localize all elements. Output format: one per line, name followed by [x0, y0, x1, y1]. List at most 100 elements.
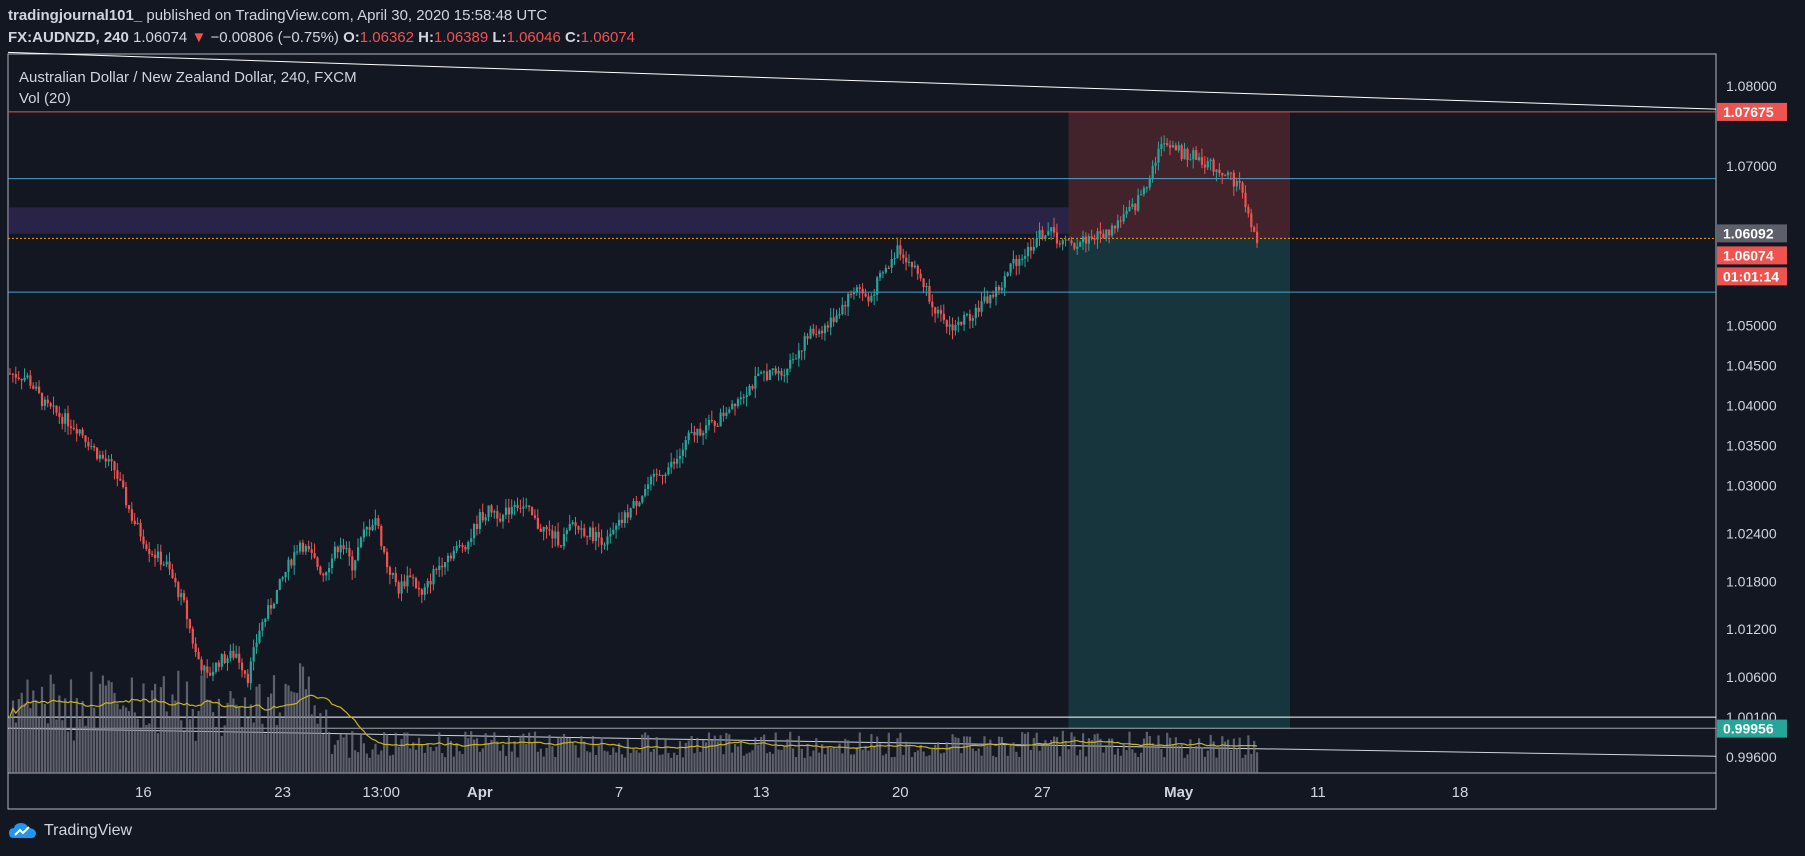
candle-body — [220, 654, 223, 667]
volume-bar — [821, 744, 824, 773]
candle-body — [67, 413, 70, 427]
candle-body — [174, 577, 177, 583]
volume-bar — [38, 717, 41, 773]
volume-bar — [32, 690, 35, 773]
candle-body — [386, 552, 389, 568]
candle-body — [1229, 172, 1233, 174]
volume-bar — [1082, 733, 1085, 773]
candle-body — [354, 560, 357, 571]
volume-bar — [377, 754, 380, 773]
volume-bar — [716, 741, 719, 773]
volume-bar — [1209, 734, 1212, 773]
candle-body — [684, 439, 687, 450]
volume-bar — [539, 748, 542, 773]
candle-body — [1116, 220, 1119, 229]
stop-zone[interactable] — [1068, 111, 1291, 239]
volume-bar — [444, 757, 447, 773]
candle-body — [9, 373, 12, 375]
candle-body — [1079, 242, 1082, 247]
price-tick-label: 1.03000 — [1726, 477, 1777, 493]
candle-body — [1024, 256, 1027, 259]
volume-bar — [806, 744, 809, 773]
candle-body — [832, 317, 835, 322]
candle-body — [1215, 169, 1218, 172]
volume-bar — [687, 740, 690, 773]
resistance-zone[interactable] — [8, 207, 1069, 234]
volume-bar — [1113, 754, 1117, 773]
volume-bar — [212, 712, 215, 773]
volume-bar — [995, 757, 998, 773]
candle-body — [603, 544, 606, 546]
candle-body — [64, 413, 67, 424]
candle-body — [713, 421, 716, 426]
volume-bar — [301, 666, 305, 773]
volume-bar — [765, 753, 769, 773]
candle-body — [1108, 229, 1111, 236]
symbol-label[interactable]: FX:AUDNZD, 240 — [8, 29, 129, 46]
candle-body — [177, 582, 180, 598]
candle-body — [913, 265, 916, 268]
volume-bar — [116, 703, 119, 773]
volume-bar — [1169, 737, 1172, 773]
candle-body — [719, 412, 722, 427]
volume-bar — [388, 755, 392, 773]
candle-body — [777, 370, 780, 374]
candle-body — [142, 536, 145, 545]
author-name[interactable]: tradingjournal101_ — [8, 7, 143, 24]
volume-bar — [887, 732, 890, 773]
volume-bar — [113, 692, 116, 773]
candle-body — [246, 673, 249, 684]
volume-bar — [478, 751, 481, 773]
candle-body — [1055, 232, 1059, 244]
volume-bar — [391, 754, 394, 773]
target-zone[interactable] — [1068, 238, 1291, 729]
candle-body — [232, 650, 235, 658]
volume-bar — [623, 757, 626, 773]
candle-body — [72, 427, 75, 429]
candle-body — [1206, 161, 1209, 168]
volume-bar — [997, 736, 1001, 773]
volume-bar — [670, 757, 673, 773]
candle-body — [69, 426, 73, 428]
volume-bar — [1154, 747, 1157, 773]
candle-body — [1003, 275, 1006, 288]
candle-body — [1131, 203, 1134, 207]
candle-body — [1151, 165, 1154, 179]
candle-body — [125, 487, 128, 506]
volume-bar — [818, 752, 821, 773]
candle-body — [38, 386, 41, 393]
candle-body — [676, 458, 679, 464]
price-tick-label: 1.05000 — [1726, 318, 1777, 334]
candle-body — [870, 295, 873, 302]
volume-bar — [977, 748, 980, 773]
candle-body — [301, 542, 305, 552]
volume-bar — [1166, 732, 1169, 773]
candle-body — [116, 470, 119, 479]
candle-body — [783, 375, 786, 377]
volume-bar — [299, 663, 302, 773]
volume-bar — [194, 740, 197, 773]
candle-body — [423, 587, 426, 595]
candle-body — [893, 258, 896, 260]
candle-body — [997, 286, 1001, 291]
candle-body — [1244, 192, 1247, 208]
candle-body — [635, 500, 638, 506]
candle-body — [507, 507, 510, 515]
high-value: 1.06389 — [433, 29, 489, 46]
candle-body — [304, 545, 307, 552]
volume-bar — [185, 681, 189, 773]
volume-bar — [554, 757, 557, 773]
volume-bar — [435, 746, 438, 773]
tradingview-logo[interactable]: TradingView — [8, 821, 132, 841]
candle-body — [235, 653, 238, 658]
candle-body — [693, 431, 696, 436]
candle-body — [1018, 258, 1021, 266]
volume-bar — [1227, 739, 1230, 773]
candle-body — [835, 315, 838, 322]
candle-body — [751, 385, 754, 389]
candle-body — [687, 432, 690, 440]
volume-bar — [673, 752, 676, 773]
volume-bar — [919, 745, 922, 773]
candle-body — [531, 507, 534, 516]
